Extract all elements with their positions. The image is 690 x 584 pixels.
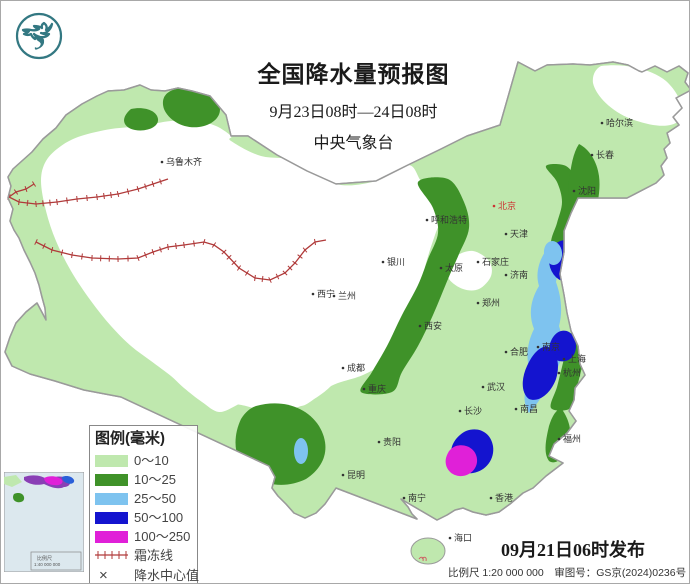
svg-text:上海: 上海 [568, 353, 586, 364]
svg-text:西宁: 西宁 [317, 288, 335, 299]
svg-text:长春: 长春 [596, 149, 614, 160]
svg-text:100～250: 100～250 [134, 529, 190, 544]
svg-text:25～50: 25～50 [134, 491, 176, 506]
svg-text:成都: 成都 [347, 362, 365, 373]
svg-text:武汉: 武汉 [487, 381, 505, 392]
svg-text:太原: 太原 [445, 262, 463, 273]
svg-text:降水中心值: 降水中心值 [134, 568, 199, 583]
svg-text:福州: 福州 [563, 433, 581, 444]
svg-text:沈阳: 沈阳 [578, 185, 596, 196]
svg-text:1:40 000 000: 1:40 000 000 [34, 562, 61, 567]
svg-text:天津: 天津 [510, 229, 528, 239]
svg-text:合肥: 合肥 [510, 346, 528, 357]
svg-text:西安: 西安 [424, 320, 442, 331]
svg-text:图例(毫米): 图例(毫米) [95, 429, 165, 447]
svg-text:×: × [99, 567, 108, 584]
svg-text:霜冻线: 霜冻线 [134, 548, 173, 563]
svg-text:银川: 银川 [387, 256, 405, 267]
svg-text:杭州: 杭州 [563, 367, 581, 378]
svg-text:南昌: 南昌 [520, 403, 538, 414]
svg-text:兰州: 兰州 [338, 290, 356, 301]
svg-text:南宁: 南宁 [408, 492, 426, 503]
svg-text:0～10: 0～10 [134, 453, 169, 468]
svg-text:石家庄: 石家庄 [482, 256, 509, 267]
svg-text:北京: 北京 [498, 200, 516, 211]
svg-text:香港: 香港 [495, 492, 513, 503]
svg-text:济南: 济南 [510, 269, 528, 280]
svg-text:乌鲁木齐: 乌鲁木齐 [166, 156, 202, 167]
svg-text:50～100: 50～100 [134, 510, 183, 525]
svg-text:呼和浩特: 呼和浩特 [431, 214, 467, 225]
svg-text:海口: 海口 [454, 532, 472, 543]
svg-text:重庆: 重庆 [368, 383, 386, 394]
svg-text:南京: 南京 [542, 341, 560, 352]
svg-text:昆明: 昆明 [347, 470, 365, 480]
svg-text:哈尔滨: 哈尔滨 [606, 117, 633, 128]
svg-text:长沙: 长沙 [464, 405, 482, 416]
svg-text:10～25: 10～25 [134, 472, 176, 487]
svg-text:贵阳: 贵阳 [383, 436, 401, 447]
svg-text:比例尺: 比例尺 [37, 555, 52, 562]
svg-text:郑州: 郑州 [482, 297, 500, 308]
